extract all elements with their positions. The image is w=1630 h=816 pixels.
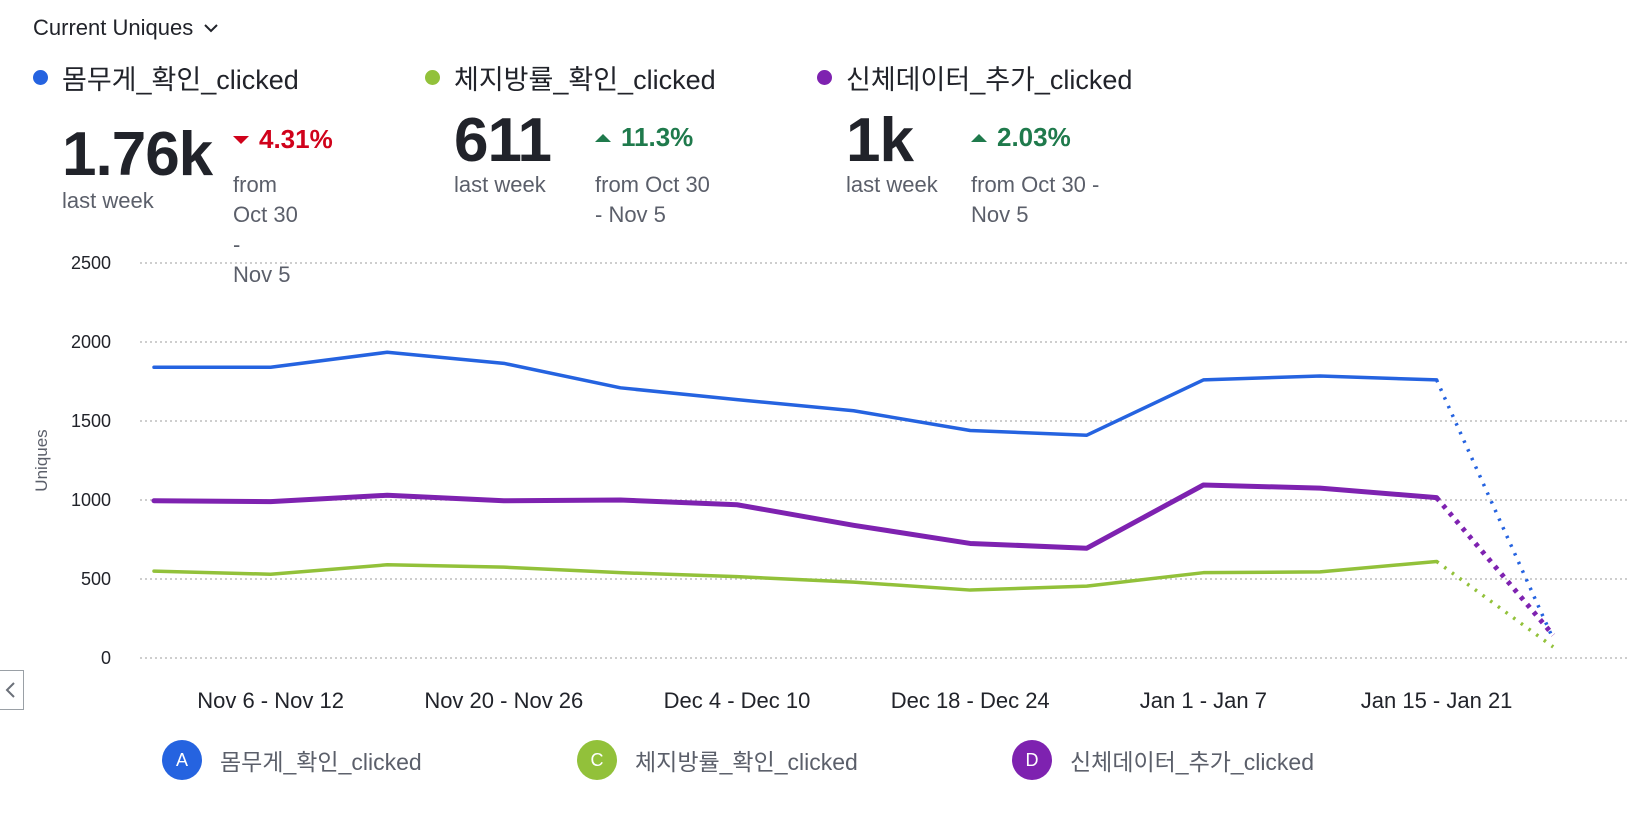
series-dot-icon	[33, 70, 48, 85]
x-axis-ticks: Nov 6 - Nov 12 Nov 20 - Nov 26 Dec 4 - Dec…	[197, 688, 1512, 713]
kpi-card: 신체데이터_추가_clicked 1k last week 2.03% from…	[817, 58, 1132, 227]
trend-up-icon	[595, 133, 611, 142]
kpi-card: 몸무게_확인_clicked 1.76k last week 4.31% fro…	[33, 58, 333, 287]
trend-up-icon	[971, 133, 987, 142]
y-tick-label: 2000	[71, 332, 111, 352]
legend-item[interactable]: C 체지방률_확인_clicked	[577, 740, 858, 780]
kpi-series-name: 몸무게_확인_clicked	[33, 58, 299, 97]
kpi-series-label: 신체데이터_추가_clicked	[846, 65, 1133, 95]
chevron-left-icon	[5, 682, 15, 698]
x-tick-label: Dec 18 - Dec 24	[891, 688, 1050, 713]
series-dot-icon	[817, 70, 832, 85]
chart-legend: A 몸무게_확인_clicked C 체지방률_확인_clicked D 신체데…	[0, 740, 1630, 784]
metric-selector-label: Current Uniques	[33, 15, 194, 40]
x-tick-label: Jan 1 - Jan 7	[1140, 688, 1267, 713]
y-tick-label: 2500	[71, 253, 111, 273]
kpi-comparison-line: from Oct 30 - Nov 5	[971, 172, 1100, 227]
legend-label: 몸무게_확인_clicked	[220, 749, 422, 775]
kpi-value: 611	[454, 106, 552, 175]
kpi-delta-value: 4.31%	[259, 124, 333, 154]
legend-badge: C	[577, 740, 617, 780]
legend-label: 체지방률_확인_clicked	[635, 749, 858, 775]
kpi-comparison: from Oct 30 - Nov 5	[971, 170, 1132, 230]
kpi-period: last week	[454, 172, 546, 197]
x-tick-label: Jan 15 - Jan 21	[1361, 688, 1513, 713]
kpi-comparison: from Oct 30 - Nov 5	[233, 170, 299, 290]
series-lines	[151, 350, 1556, 649]
kpi-series-name: 신체데이터_추가_clicked	[817, 58, 1132, 97]
grid-lines	[140, 262, 1630, 659]
kpi-period: last week	[62, 188, 154, 213]
legend-badge: D	[1012, 740, 1052, 780]
scroll-left-button[interactable]	[0, 670, 24, 710]
kpi-delta: 4.31%	[233, 124, 333, 155]
metric-selector-dropdown[interactable]: Current Uniques	[33, 15, 221, 41]
legend-badge: A	[162, 740, 202, 780]
y-tick-label: 1000	[71, 490, 111, 510]
y-tick-label: 500	[81, 569, 111, 589]
series-projection-line[interactable]	[1435, 379, 1555, 640]
kpi-value: 1k	[846, 106, 914, 175]
trend-down-icon	[233, 135, 249, 144]
kpi-delta-value: 2.03%	[997, 122, 1071, 152]
kpi-series-name: 체지방률_확인_clicked	[425, 58, 716, 97]
y-axis-ticks: 0 500 1000 1500 2000 2500	[71, 253, 111, 668]
kpi-delta: 11.3%	[595, 122, 693, 153]
y-tick-label: 0	[101, 648, 111, 668]
x-tick-label: Nov 20 - Nov 26	[424, 688, 583, 713]
x-tick-label: Dec 4 - Dec 10	[664, 688, 811, 713]
kpi-delta: 2.03%	[971, 122, 1071, 153]
kpi-card: 체지방률_확인_clicked 611 last week 11.3% from…	[425, 58, 716, 227]
series-line[interactable]	[151, 482, 1440, 551]
series-line[interactable]	[152, 559, 1439, 592]
kpi-delta-value: 11.3%	[621, 122, 694, 152]
legend-item[interactable]: D 신체데이터_추가_clicked	[1012, 740, 1314, 780]
y-tick-label: 1500	[71, 411, 111, 431]
series-projection-line[interactable]	[1434, 496, 1556, 637]
kpi-comparison-line: Nov 5	[233, 262, 291, 287]
series-dot-icon	[425, 70, 440, 85]
kpi-series-label: 체지방률_확인_clicked	[454, 65, 716, 95]
x-tick-label: Nov 6 - Nov 12	[197, 688, 344, 713]
legend-item[interactable]: A 몸무게_확인_clicked	[162, 740, 422, 780]
series-line[interactable]	[152, 350, 1439, 437]
y-axis-title: Uniques	[32, 429, 51, 491]
kpi-value: 1.76k	[62, 120, 213, 189]
kpi-comparison: from Oct 30 - Nov 5	[595, 170, 716, 230]
kpi-period: last week	[846, 172, 938, 197]
kpi-comparison-line: from Oct 30 - Nov 5	[595, 172, 710, 227]
kpi-series-label: 몸무게_확인_clicked	[62, 65, 299, 95]
kpi-comparison-line: from Oct 30 -	[233, 172, 298, 257]
line-chart: 0 500 1000 1500 2000 2500 Uniques Nov 6 - Nov…	[32, 253, 1630, 713]
legend-label: 신체데이터_추가_clicked	[1070, 749, 1315, 775]
series-projection-line[interactable]	[1435, 560, 1555, 649]
chevron-down-icon	[204, 24, 218, 33]
